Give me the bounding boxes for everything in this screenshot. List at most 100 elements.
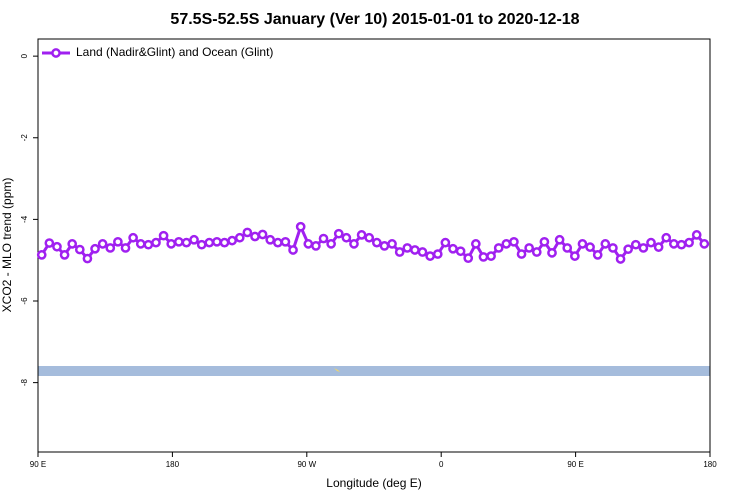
data-point (661, 232, 672, 243)
data-point (97, 239, 108, 249)
data-point (394, 247, 405, 257)
data-point (318, 233, 329, 244)
data-point (562, 243, 573, 253)
data-point (120, 243, 131, 253)
data-point (326, 239, 336, 249)
data-point (349, 239, 359, 249)
data-point (516, 249, 527, 259)
data-point (52, 241, 62, 252)
data-point (501, 239, 512, 249)
data-point (608, 243, 618, 253)
data-point (676, 239, 687, 250)
y-tick-label: -8 (20, 379, 29, 387)
data-point (333, 228, 344, 239)
land-patch (331, 364, 340, 372)
data-point (113, 236, 123, 247)
x-tick-label: 180 (166, 460, 180, 469)
y-tick-label: -4 (20, 215, 29, 223)
data-point (531, 247, 542, 257)
x-tick-label: 90 E (30, 460, 46, 469)
data-point (684, 237, 694, 248)
data-point (509, 236, 519, 247)
data-point (135, 239, 146, 249)
data-point (189, 234, 199, 245)
data-point (623, 244, 634, 255)
data-point (417, 247, 428, 257)
x-axis-label: Longitude (deg E) (326, 476, 421, 490)
data-point (204, 237, 215, 248)
data-point (288, 245, 298, 255)
data-point (371, 237, 382, 248)
data-point (36, 250, 47, 260)
data-point (448, 243, 458, 254)
data-point (143, 239, 154, 250)
data-point (432, 249, 443, 259)
data-point (410, 245, 420, 255)
data-point (600, 239, 611, 249)
data-point (630, 239, 641, 250)
data-point (105, 243, 116, 253)
data-point (82, 253, 93, 264)
data-point (638, 243, 649, 253)
data-point (463, 253, 474, 264)
data-point (311, 241, 321, 251)
data-point (440, 237, 451, 248)
y-axis-label: XCO2 - MLO trend (ppm) (0, 178, 14, 313)
data-point (250, 231, 260, 242)
data-point (272, 237, 283, 248)
data-point (646, 237, 656, 248)
data-point (669, 239, 679, 249)
data-point (303, 239, 314, 249)
data-point (280, 236, 291, 247)
data-point (592, 250, 603, 260)
data-point (547, 247, 557, 258)
data-point (196, 239, 207, 250)
data-point (486, 251, 496, 261)
legend-label: Land (Nadir&Glint) and Ocean (Glint) (76, 45, 273, 59)
data-point (699, 239, 710, 249)
data-point (44, 238, 55, 248)
data-point (158, 230, 169, 241)
data-point (151, 237, 161, 248)
data-point (67, 239, 78, 249)
data-point (212, 236, 222, 247)
data-point (554, 234, 565, 245)
data-point (478, 252, 489, 262)
data-point (539, 236, 550, 247)
data-point (387, 239, 397, 249)
data-point (74, 244, 85, 255)
data-point (493, 243, 504, 253)
data-point (181, 237, 192, 248)
data-point (219, 237, 230, 248)
data-point (341, 232, 352, 243)
data-point (227, 235, 237, 246)
data-point (234, 232, 245, 243)
data-point (570, 251, 580, 261)
data-point (402, 243, 413, 253)
x-tick-label: 180 (703, 460, 717, 469)
data-point (470, 239, 481, 249)
data-point (242, 227, 253, 238)
data-point (455, 246, 466, 257)
data-point (585, 242, 595, 252)
data-point (577, 239, 588, 249)
land-strip (38, 366, 710, 376)
plot-frame (37, 38, 711, 453)
data-point (90, 243, 100, 254)
data-point (653, 242, 664, 252)
data-point (379, 241, 390, 251)
x-tick-label: 0 (439, 460, 444, 469)
data-point (425, 251, 435, 261)
legend-marker (51, 48, 61, 58)
x-tick-label: 90 E (567, 460, 583, 469)
y-tick-label: 0 (20, 53, 29, 58)
data-point (691, 230, 702, 240)
chart-title: 57.5S-52.5S January (Ver 10) 2015-01-01 … (170, 11, 579, 28)
y-tick-label: -2 (20, 134, 29, 142)
data-point (173, 236, 184, 247)
data-point (356, 230, 367, 240)
data-point (59, 250, 70, 260)
data-point (257, 229, 268, 240)
data-point (295, 221, 306, 232)
